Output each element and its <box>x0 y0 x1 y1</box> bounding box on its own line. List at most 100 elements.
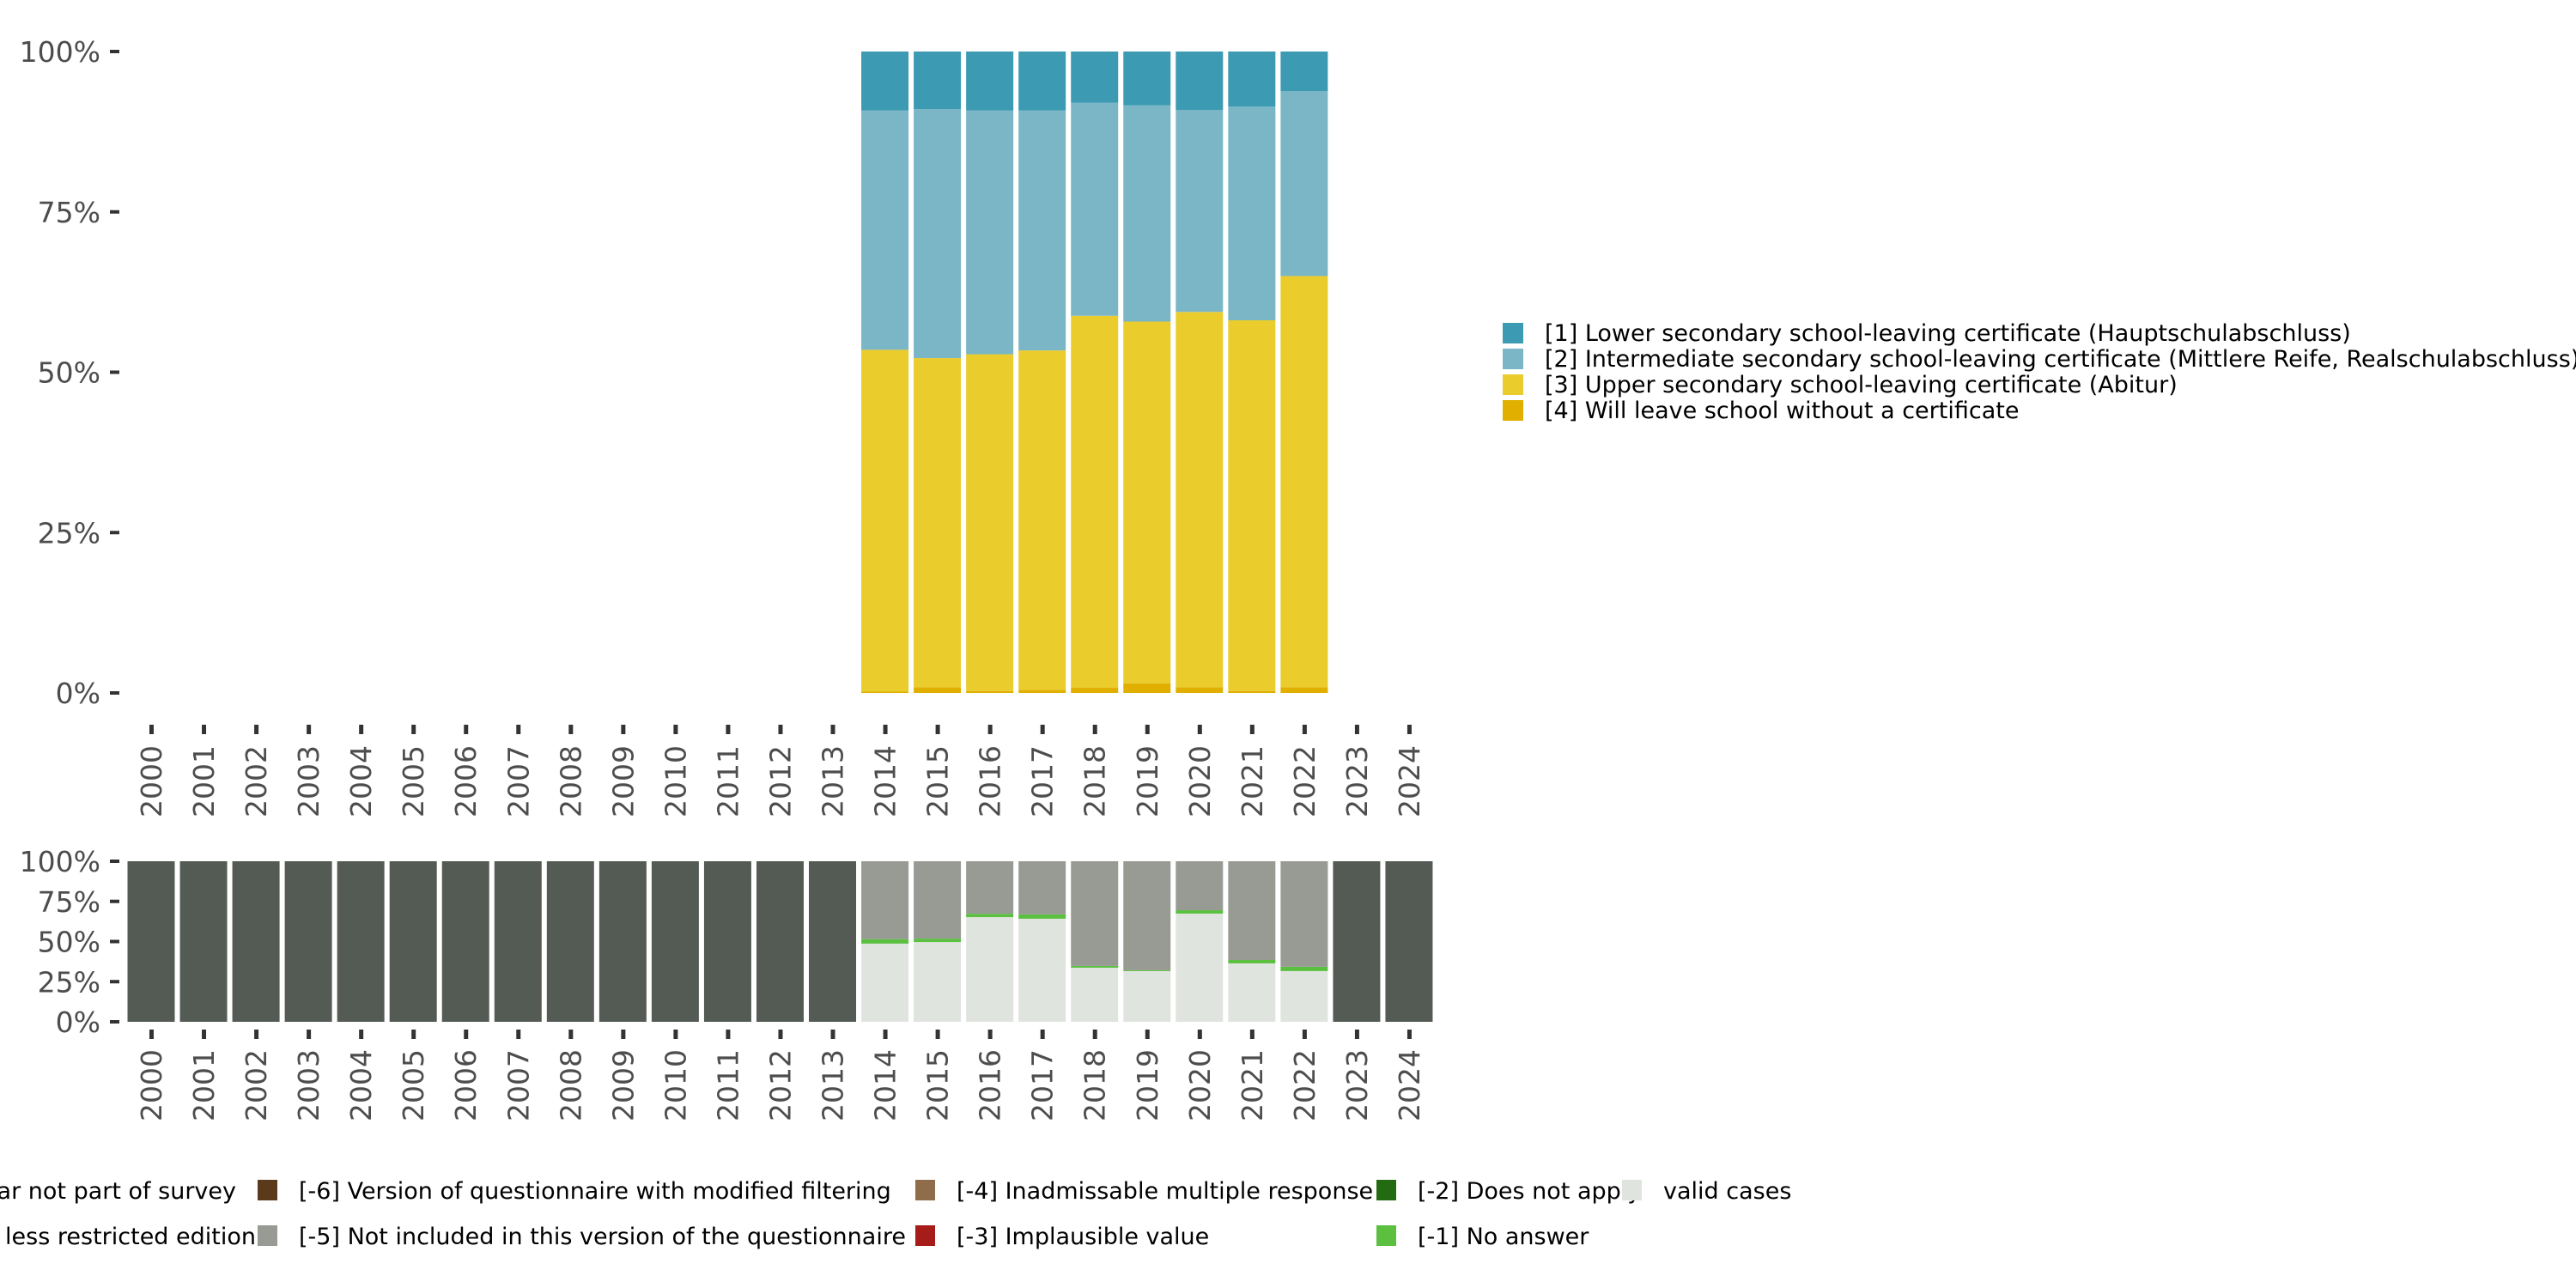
legend-label: [4] Will leave school without a certific… <box>1545 398 2019 424</box>
x-tick <box>202 1030 207 1039</box>
bar-segment <box>337 861 385 1022</box>
y-tick <box>110 860 119 863</box>
x-tick <box>516 725 521 734</box>
bar-segment <box>914 358 962 688</box>
legend-swatch <box>1503 323 1523 343</box>
bar-segment <box>1228 963 1276 1022</box>
x-tick-label: 2022 <box>1288 1049 1321 1121</box>
bar-segment <box>861 349 909 692</box>
x-tick-label: 2010 <box>659 1049 692 1121</box>
x-tick-label: 2023 <box>1340 1049 1374 1121</box>
x-tick-label: 2008 <box>554 1049 587 1121</box>
bar-segment <box>1018 861 1066 914</box>
bar-segment <box>966 861 1014 914</box>
legend-label: [2] Intermediate secondary school-leavin… <box>1545 346 2576 373</box>
y-tick-label: 75% <box>38 196 100 229</box>
bar-segment <box>914 687 962 693</box>
x-tick <box>307 725 312 734</box>
y-tick <box>110 210 119 214</box>
y-tick-label: 75% <box>38 885 100 919</box>
legend-swatch <box>915 1225 935 1246</box>
bar-segment <box>494 861 542 1022</box>
x-tick-label: 2006 <box>449 1049 483 1121</box>
y-tick <box>110 939 119 944</box>
bar-segment <box>546 861 594 1022</box>
x-tick <box>1197 1030 1202 1039</box>
x-tick-label: 2014 <box>869 745 902 817</box>
x-tick <box>149 1030 154 1039</box>
bar-segment <box>966 690 1014 693</box>
bar-segment <box>1228 319 1276 691</box>
bar-segment <box>914 861 962 939</box>
bar-segment <box>809 861 857 1022</box>
x-tick <box>202 725 207 734</box>
legend-swatch <box>915 1180 935 1200</box>
y-tick <box>110 899 119 903</box>
legend-label: [-6] Version of questionnaire with modif… <box>299 1178 891 1205</box>
legend-label: [-5] Not included in this version of the… <box>299 1224 906 1250</box>
x-tick-label: 2005 <box>397 745 430 817</box>
x-tick-label: 2002 <box>240 1049 273 1121</box>
bar-segment <box>1176 913 1224 1022</box>
bar-segment <box>1071 967 1119 1022</box>
bar-segment <box>914 942 962 1022</box>
x-tick-label: 2000 <box>135 1049 168 1121</box>
x-tick <box>830 725 835 734</box>
x-tick <box>1406 725 1412 734</box>
bar-segment <box>1176 312 1224 688</box>
bar-segment <box>756 861 804 1022</box>
x-tick <box>1354 1030 1359 1039</box>
bar-segment <box>284 861 332 1022</box>
x-tick-label: 2022 <box>1288 745 1321 817</box>
x-tick <box>778 725 783 734</box>
x-tick-label: 2007 <box>501 745 535 817</box>
bar-segment <box>914 109 962 359</box>
x-tick <box>1092 725 1097 734</box>
legend-label: [-1] No answer <box>1418 1224 1589 1250</box>
y-tick <box>110 691 119 695</box>
x-tick <box>1197 725 1202 734</box>
bar-segment <box>966 52 1014 111</box>
x-tick-label: 2007 <box>501 1049 535 1121</box>
bar-segment <box>1018 690 1066 693</box>
x-tick-label: 2006 <box>449 745 483 817</box>
bar-segment <box>1123 52 1171 106</box>
x-tick <box>464 725 469 734</box>
x-tick <box>883 725 888 734</box>
x-tick-label: 2000 <box>135 745 168 817</box>
top-chart: 0% 25% 50% 75% 100% 2000 2001 2002 2003 2004 2005 2… <box>20 35 1426 817</box>
legend-swatch <box>258 1225 277 1246</box>
x-tick <box>830 1030 835 1039</box>
bar-segment <box>1071 688 1119 693</box>
x-tick <box>1302 725 1307 734</box>
bar-segment <box>1071 52 1119 103</box>
y-tick <box>110 531 119 535</box>
bar-segment <box>1176 910 1224 914</box>
x-tick <box>673 1030 678 1039</box>
x-tick <box>411 1030 416 1039</box>
bar-segment <box>441 861 489 1022</box>
x-tick-label: 2019 <box>1131 745 1164 817</box>
x-tick <box>254 1030 259 1039</box>
bar-segment <box>966 354 1014 691</box>
x-tick-label: 2004 <box>344 1049 378 1121</box>
y-tick <box>110 370 119 374</box>
x-tick-label: 2018 <box>1078 745 1112 817</box>
x-tick <box>568 725 574 734</box>
bar-segment <box>1123 970 1171 1022</box>
x-tick <box>307 1030 312 1039</box>
bar-segment <box>1280 861 1328 967</box>
y-tick-label: 100% <box>20 845 100 878</box>
y-tick-label: 50% <box>38 356 100 390</box>
x-tick-label: 2002 <box>240 745 273 817</box>
bar-segment <box>1071 861 1119 966</box>
x-tick <box>726 725 731 734</box>
bar-segment <box>179 861 228 1022</box>
bar-segment <box>966 917 1014 1022</box>
bar-segment <box>1228 106 1276 320</box>
x-tick-label: 2010 <box>659 745 692 817</box>
bar-segment <box>1071 965 1119 968</box>
x-tick <box>516 1030 521 1039</box>
bar-segment <box>1176 109 1224 313</box>
